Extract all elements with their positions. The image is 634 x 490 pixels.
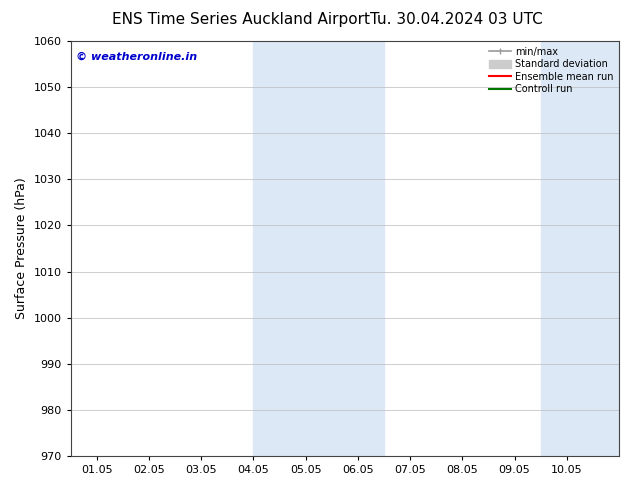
Y-axis label: Surface Pressure (hPa): Surface Pressure (hPa) [15,178,28,319]
Legend: min/max, Standard deviation, Ensemble mean run, Controll run: min/max, Standard deviation, Ensemble me… [486,44,616,97]
Bar [254,41,384,456]
Text: © weatheronline.in: © weatheronline.in [76,51,197,61]
Bar [541,41,619,456]
Text: Tu. 30.04.2024 03 UTC: Tu. 30.04.2024 03 UTC [370,12,543,27]
Text: ENS Time Series Auckland Airport: ENS Time Series Auckland Airport [112,12,370,27]
